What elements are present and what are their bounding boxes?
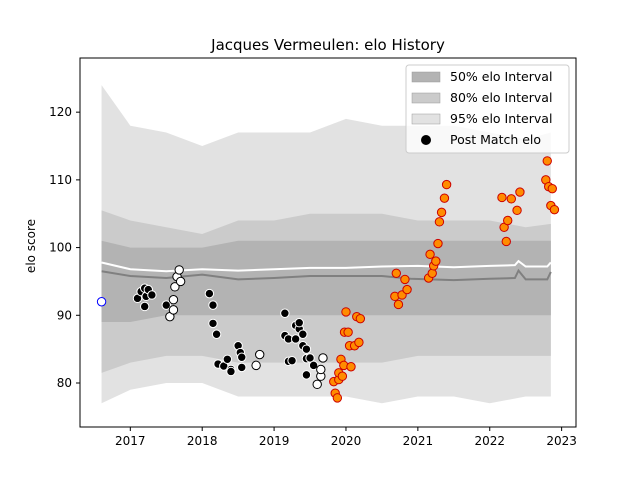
elo-point-1-21 bbox=[280, 308, 290, 318]
elo-point-3-16 bbox=[355, 313, 366, 324]
elo-point-3-27 bbox=[431, 256, 441, 266]
legend-label-1: 80% elo Interval bbox=[450, 90, 552, 105]
elo-point-1-19 bbox=[237, 352, 247, 362]
elo-point-3-19 bbox=[393, 299, 404, 310]
elo-point-1-7 bbox=[161, 300, 171, 310]
elo-point-2-12 bbox=[318, 353, 328, 363]
elo-point-1-32 bbox=[301, 344, 312, 354]
elo-point-3-25 bbox=[427, 268, 437, 279]
elo-point-1-6 bbox=[147, 290, 157, 300]
legend-label-2: 95% elo Interval bbox=[450, 111, 552, 126]
legend-swatch-2 bbox=[411, 113, 441, 125]
x-tick-label-2018: 2018 bbox=[187, 434, 218, 448]
elo-point-2-7 bbox=[251, 360, 261, 371]
y-tick-label-100: 100 bbox=[49, 241, 72, 255]
elo-point-3-6 bbox=[337, 371, 348, 381]
y-tick-label-90: 90 bbox=[57, 308, 72, 322]
legend-marker-3 bbox=[421, 135, 431, 145]
elo-point-3-31 bbox=[439, 193, 450, 203]
y-axis-label: elo score bbox=[24, 219, 38, 273]
elo-point-1-34 bbox=[305, 353, 315, 363]
elo-point-1-10 bbox=[208, 318, 218, 329]
elo-point-2-3 bbox=[170, 282, 180, 292]
x-tick-label-2023: 2023 bbox=[546, 434, 577, 448]
elo-point-1-36 bbox=[308, 360, 319, 371]
elo-point-1-29 bbox=[294, 318, 304, 328]
elo-point-3-12 bbox=[346, 362, 356, 372]
elo-point-2-2 bbox=[168, 295, 179, 305]
y-tick-label-110: 110 bbox=[49, 173, 72, 187]
chart-title: Jacques Vermeulen: elo History bbox=[210, 36, 445, 54]
elo-point-1-11 bbox=[211, 329, 222, 339]
elo-point-0-0 bbox=[96, 297, 107, 307]
elo-point-3-32 bbox=[441, 179, 452, 190]
legend-box bbox=[405, 64, 570, 154]
elo-point-1-4 bbox=[139, 301, 150, 312]
elo-point-3-35 bbox=[501, 236, 511, 247]
elo-point-1-30 bbox=[298, 329, 308, 339]
elo-point-2-5 bbox=[174, 265, 184, 275]
x-tick-label-2020: 2020 bbox=[331, 434, 362, 448]
legend-swatch-0 bbox=[411, 71, 441, 83]
x-tick-label-2022: 2022 bbox=[474, 434, 505, 448]
elo-point-2-11 bbox=[316, 364, 326, 375]
elo-trend-lines bbox=[101, 259, 552, 282]
elo-point-1-14 bbox=[222, 354, 233, 364]
elo-point-3-45 bbox=[549, 204, 560, 215]
elo-point-1-25 bbox=[287, 355, 297, 366]
elo-point-3-33 bbox=[497, 192, 507, 203]
elo-point-1-35 bbox=[301, 370, 312, 380]
elo-point-3-22 bbox=[402, 284, 412, 295]
elo-point-2-6 bbox=[175, 276, 186, 287]
y-tick-label-120: 120 bbox=[49, 105, 72, 119]
elo-point-3-21 bbox=[400, 274, 410, 285]
elo-point-3-38 bbox=[512, 205, 522, 216]
x-tick-label-2021: 2021 bbox=[403, 434, 434, 448]
legend-swatch-1 bbox=[411, 92, 441, 104]
plot-frame bbox=[79, 57, 577, 428]
elo-point-3-41 bbox=[542, 156, 552, 166]
x-tick-label-2019: 2019 bbox=[259, 434, 290, 448]
elo-point-1-26 bbox=[290, 334, 301, 344]
elo-point-2-8 bbox=[255, 349, 265, 360]
elo-point-3-28 bbox=[433, 238, 443, 249]
x-axis: 2017 2018 2019 2020 2021 2022 2023 bbox=[115, 427, 577, 448]
y-axis: 80 90 100 110 120 bbox=[49, 105, 80, 390]
elo-point-1-20 bbox=[237, 362, 247, 373]
y-tick-label-80: 80 bbox=[57, 376, 72, 390]
elo-point-1-16 bbox=[226, 366, 236, 377]
elo-point-3-18 bbox=[391, 268, 401, 279]
elo-point-3-15 bbox=[354, 337, 364, 348]
median-line bbox=[101, 268, 552, 282]
elo-point-3-30 bbox=[436, 207, 447, 218]
legend-label-3: Post Match elo bbox=[450, 132, 541, 147]
elo-point-3-44 bbox=[547, 183, 557, 194]
elo-point-1-8 bbox=[204, 288, 215, 299]
legend: 50% elo Interval 80% elo Interval 95% elo … bbox=[405, 64, 570, 154]
elo-point-3-2 bbox=[332, 393, 343, 403]
elo-point-3-29 bbox=[434, 217, 445, 227]
elo-point-3-10 bbox=[343, 327, 353, 337]
elo-point-2-9 bbox=[312, 379, 322, 390]
elo-point-3-39 bbox=[515, 187, 525, 197]
elo-point-3-9 bbox=[341, 307, 351, 317]
mean-line bbox=[101, 259, 552, 273]
elo-point-3-24 bbox=[425, 249, 435, 260]
legend-label-0: 50% elo Interval bbox=[450, 69, 552, 84]
post-match-elo-points bbox=[96, 156, 560, 403]
elo-point-3-36 bbox=[503, 215, 513, 226]
elo-point-3-37 bbox=[506, 194, 517, 204]
elo-point-1-9 bbox=[208, 300, 218, 310]
elo-point-2-1 bbox=[168, 305, 179, 315]
x-tick-label-2017: 2017 bbox=[115, 434, 146, 448]
